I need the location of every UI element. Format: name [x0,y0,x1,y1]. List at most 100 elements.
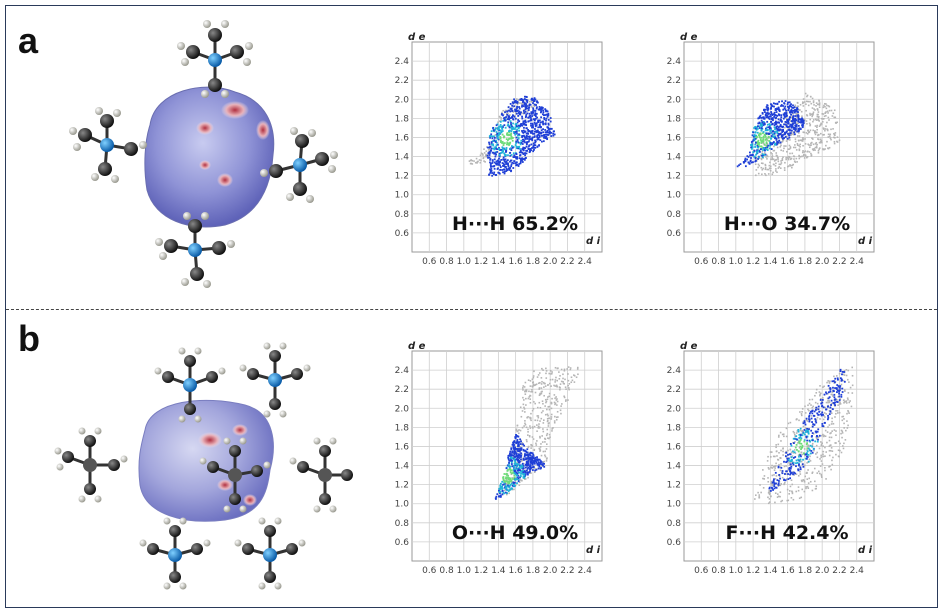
background-point [802,98,805,100]
background-point [807,482,810,484]
background-point [814,488,817,490]
background-point [543,419,545,421]
highlight-point [794,125,797,128]
highlight-point [535,131,538,133]
highlight-point [505,170,508,172]
highlight-point [524,147,527,150]
highlight-point [765,114,768,117]
highlight-point [779,123,782,126]
background-point [785,157,787,159]
background-point [476,162,478,164]
highlight-point [498,128,500,131]
highlight-point [493,136,496,139]
background-point [549,370,552,372]
highlight-point [838,395,841,398]
background-point [555,396,557,398]
highlight-point [520,452,523,455]
highlight-point [509,160,511,163]
highlight-point [539,467,542,470]
highlight-point [509,154,512,157]
y-tick-label: 1.2 [667,481,681,491]
highlight-point [525,460,528,463]
highlight-point [496,151,498,153]
highlight-point [777,126,780,129]
highlight-point [512,448,515,450]
highlight-point [526,448,529,451]
highlight-point [518,471,521,474]
background-point [545,367,547,370]
highlight-point [495,498,497,500]
highlight-point [792,109,795,112]
highlight-points [736,100,805,168]
highlight-point [778,100,781,103]
highlight-point [772,141,775,143]
background-point [542,381,545,384]
background-point [819,465,822,467]
background-point [505,112,508,115]
background-point [794,146,797,149]
highlight-point [538,144,540,147]
background-point [791,490,793,493]
highlight-point [521,151,524,154]
background-point [815,485,818,487]
background-point [546,408,548,411]
highlight-point [824,421,826,424]
background-point [844,390,846,393]
highlight-point [489,158,492,161]
highlight-point [795,459,798,462]
background-point [839,449,841,452]
background-point [538,426,541,429]
background-point [776,146,779,149]
highlight-point [836,378,839,381]
background-point [781,158,784,160]
highlight-point [518,450,521,453]
background-point [835,434,837,437]
highlight-point [796,461,799,464]
highlight-point [533,144,536,146]
background-point [529,416,531,419]
highlight-point [508,461,510,464]
background-point [813,108,815,110]
background-point [825,107,828,110]
background-point [824,105,826,108]
background-point [529,425,531,427]
highlight-point [509,478,512,481]
background-point [760,166,763,169]
background-point [771,158,774,161]
highlight-point [756,141,759,143]
highlight-point [836,377,839,380]
background-point [826,441,828,444]
highlight-point [537,120,540,122]
background-point [798,148,801,151]
highlight-point [790,444,793,447]
highlight-point [787,458,790,461]
highlight-point [523,135,526,138]
highlight-point [512,162,515,165]
highlight-point [769,127,772,130]
highlight-point [534,110,536,112]
highlight-point [784,136,787,138]
highlight-point [534,128,536,130]
highlight-point [762,124,765,127]
highlight-point [544,108,547,111]
background-point [846,427,849,429]
highlight-point [525,469,528,472]
background-point [814,143,817,145]
background-point [789,164,791,166]
highlight-point [776,479,779,482]
background-point [812,101,815,104]
y-tick-label: 1.8 [395,114,410,124]
background-point [801,432,804,435]
highlight-point [509,151,512,154]
highlight-point [534,460,537,463]
background-point [813,449,815,452]
background-point [762,167,764,170]
background-point [830,436,833,439]
highlight-point [522,158,525,161]
highlight-point [800,437,803,440]
y-tick-label: 2.4 [667,366,682,376]
highlight-point [505,160,508,163]
background-point [831,391,834,393]
background-point [789,147,792,149]
background-point [830,447,833,449]
